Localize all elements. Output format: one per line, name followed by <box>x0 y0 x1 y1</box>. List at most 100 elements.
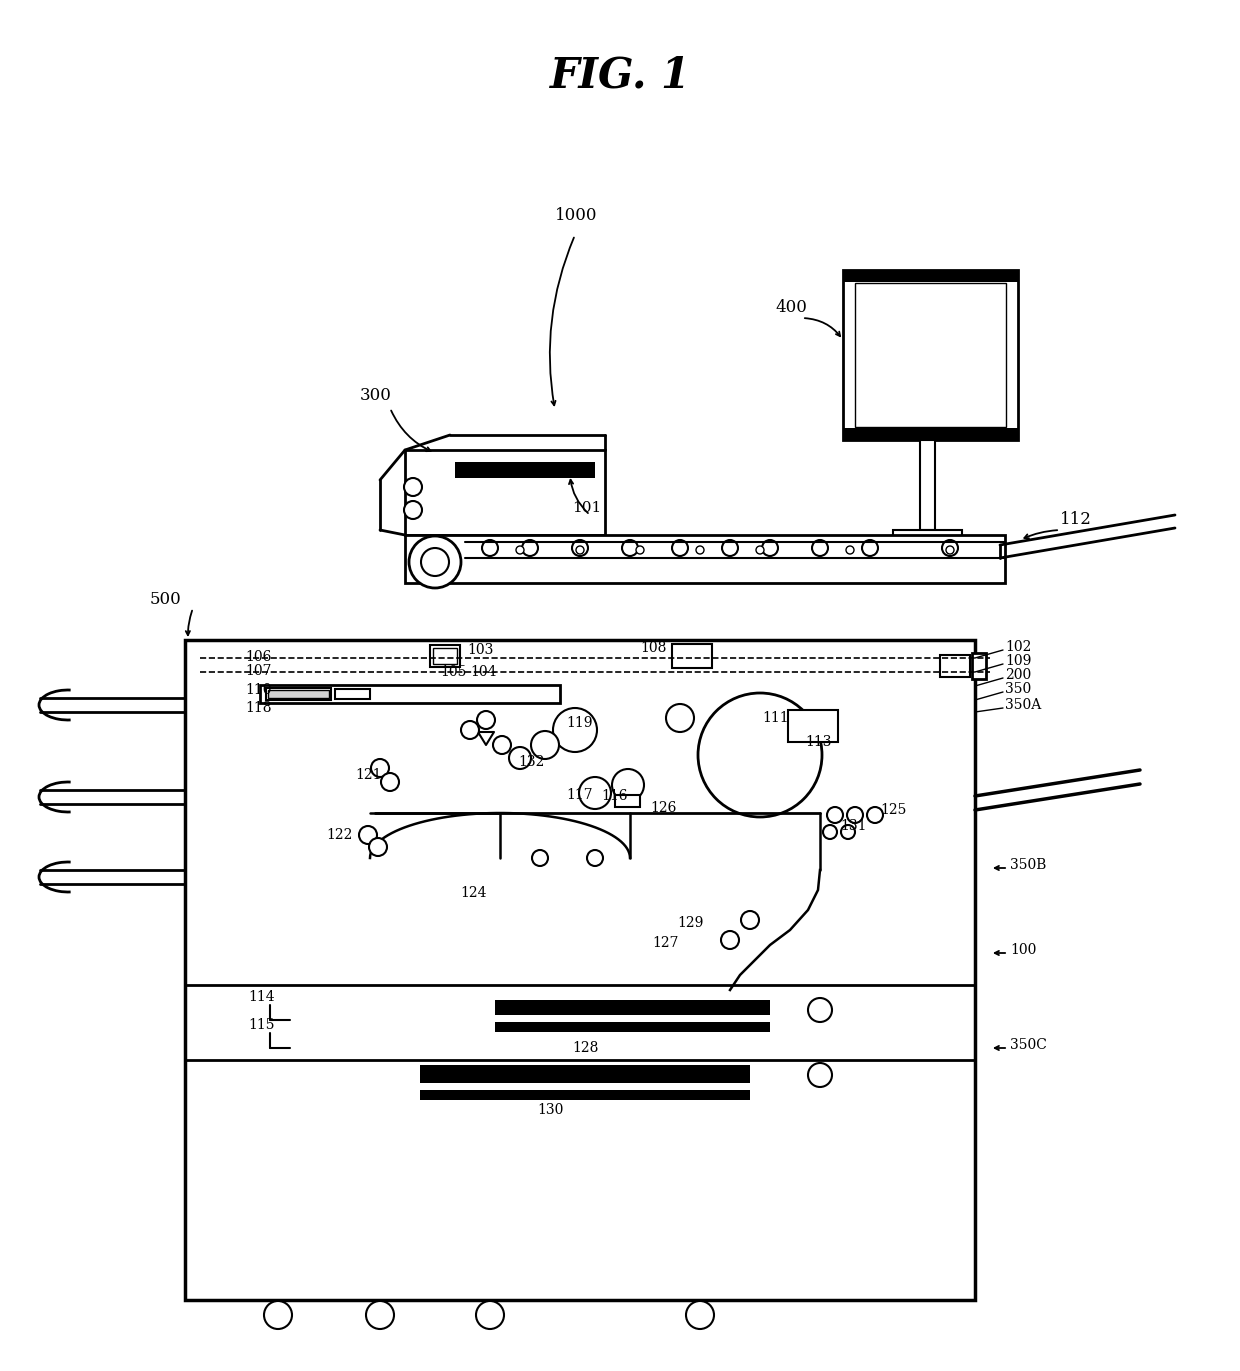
Circle shape <box>422 548 449 576</box>
Text: 118: 118 <box>246 701 272 716</box>
Circle shape <box>366 1301 394 1328</box>
Circle shape <box>946 546 954 554</box>
Bar <box>843 270 1018 282</box>
Text: 200: 200 <box>1004 668 1032 681</box>
Circle shape <box>808 1063 832 1087</box>
Circle shape <box>579 777 611 809</box>
Bar <box>405 535 1004 583</box>
Text: 102: 102 <box>1004 640 1032 654</box>
Circle shape <box>409 536 461 588</box>
Bar <box>267 688 331 701</box>
Circle shape <box>636 546 644 554</box>
Circle shape <box>404 478 422 496</box>
Bar <box>672 644 712 668</box>
Bar <box>455 462 595 478</box>
Text: 350: 350 <box>1004 681 1032 696</box>
Circle shape <box>698 692 822 817</box>
Text: 131: 131 <box>839 818 867 834</box>
Text: 132: 132 <box>518 755 544 769</box>
Circle shape <box>572 540 588 557</box>
Text: 350A: 350A <box>1004 698 1042 712</box>
Bar <box>856 282 1006 426</box>
Circle shape <box>686 1301 714 1328</box>
Text: 113: 113 <box>805 735 832 749</box>
Bar <box>433 648 458 664</box>
Text: 116: 116 <box>601 788 627 803</box>
Bar <box>260 686 560 703</box>
Circle shape <box>827 808 843 823</box>
Bar <box>420 1065 750 1083</box>
Bar <box>185 640 975 1300</box>
Circle shape <box>846 546 854 554</box>
Text: 100: 100 <box>1011 943 1037 957</box>
Circle shape <box>847 808 863 823</box>
Circle shape <box>494 736 511 754</box>
Circle shape <box>613 769 644 801</box>
Circle shape <box>756 546 764 554</box>
Circle shape <box>763 540 777 557</box>
Circle shape <box>823 825 837 839</box>
Bar <box>843 428 1018 440</box>
Bar <box>787 710 838 742</box>
Text: 130: 130 <box>537 1104 563 1117</box>
Text: 400: 400 <box>775 299 807 315</box>
Text: 128: 128 <box>572 1041 599 1056</box>
Circle shape <box>461 721 479 739</box>
Circle shape <box>841 825 856 839</box>
Text: 350C: 350C <box>1011 1038 1047 1052</box>
Bar <box>615 795 640 808</box>
Text: 107: 107 <box>246 664 272 679</box>
Circle shape <box>672 540 688 557</box>
Bar <box>430 644 460 668</box>
Text: 119: 119 <box>565 716 593 729</box>
Circle shape <box>862 540 878 557</box>
Circle shape <box>942 540 959 557</box>
Circle shape <box>553 707 596 753</box>
Text: 122: 122 <box>326 828 352 842</box>
Circle shape <box>477 712 495 729</box>
Circle shape <box>522 540 538 557</box>
Text: 106: 106 <box>246 650 272 664</box>
Circle shape <box>812 540 828 557</box>
Text: 124: 124 <box>460 886 486 899</box>
Text: 114: 114 <box>248 990 274 1004</box>
Text: 127: 127 <box>652 936 678 950</box>
Text: 126: 126 <box>650 801 676 814</box>
Bar <box>495 1021 770 1032</box>
Circle shape <box>508 747 531 769</box>
Bar <box>268 690 329 698</box>
Circle shape <box>476 1301 503 1328</box>
Circle shape <box>587 850 603 866</box>
Circle shape <box>696 546 704 554</box>
Text: 101: 101 <box>572 500 601 515</box>
Bar <box>495 999 770 1015</box>
Circle shape <box>371 760 389 777</box>
Text: 108: 108 <box>640 642 666 655</box>
Text: 105: 105 <box>440 665 466 679</box>
Circle shape <box>720 931 739 949</box>
Text: 350B: 350B <box>1011 858 1047 872</box>
Text: 110: 110 <box>246 683 272 696</box>
Bar <box>335 690 370 699</box>
Bar <box>940 655 970 677</box>
Text: 112: 112 <box>1060 511 1092 528</box>
Text: 103: 103 <box>467 643 494 657</box>
Circle shape <box>381 773 399 791</box>
Circle shape <box>622 540 639 557</box>
Text: 500: 500 <box>150 591 182 609</box>
Bar <box>405 450 605 535</box>
Circle shape <box>516 546 525 554</box>
Circle shape <box>531 731 559 760</box>
Circle shape <box>742 910 759 930</box>
Text: 121: 121 <box>355 768 382 781</box>
Text: 109: 109 <box>1004 654 1032 668</box>
Text: 300: 300 <box>360 387 392 403</box>
Circle shape <box>264 1301 291 1328</box>
Circle shape <box>482 540 498 557</box>
Text: 125: 125 <box>880 803 906 817</box>
Circle shape <box>808 998 832 1021</box>
Text: FIG. 1: FIG. 1 <box>549 53 691 96</box>
Circle shape <box>370 838 387 856</box>
Bar <box>893 531 962 540</box>
Text: 115: 115 <box>248 1019 274 1032</box>
